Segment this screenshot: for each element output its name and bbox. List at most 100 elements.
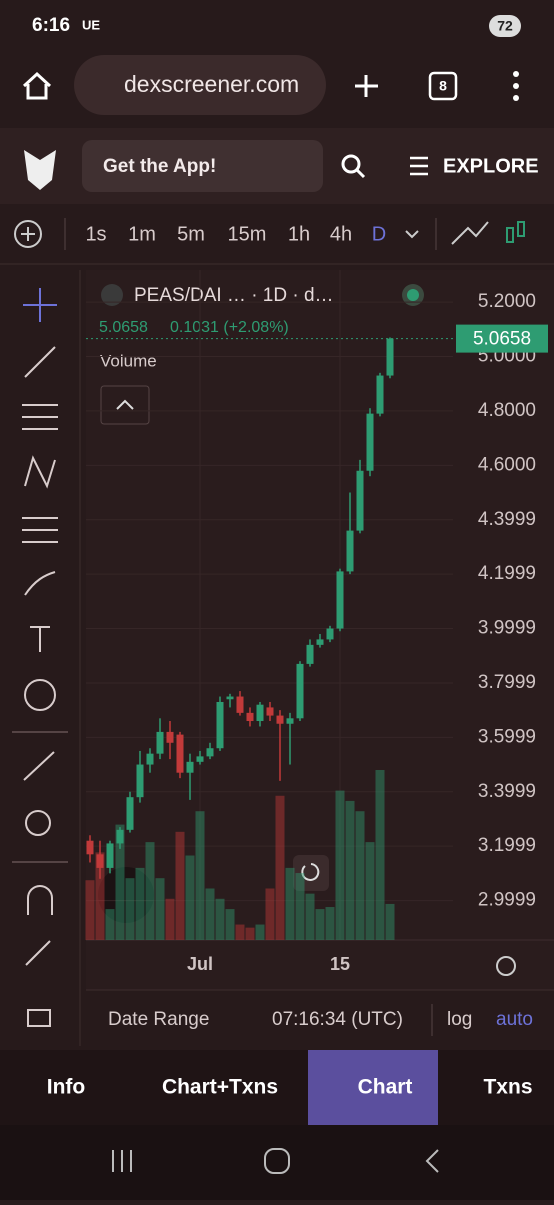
chart-title: PEAS/DAI … · 1D · d…: [134, 285, 334, 306]
volume-bar: [305, 893, 315, 940]
volume-bar: [215, 898, 225, 940]
tab-bar: [0, 1050, 554, 1125]
volume-bar: [355, 811, 365, 940]
y-tick-label: 3.9999: [478, 618, 536, 639]
volume-bar: [225, 909, 235, 940]
explore-label[interactable]: EXPLORE: [443, 155, 539, 177]
price-tag-label: 5.0658: [473, 329, 531, 350]
tab[interactable]: Chart: [358, 1076, 413, 1099]
candle-body: [96, 854, 104, 868]
volume-bar: [365, 842, 375, 940]
volume-bar: [205, 888, 215, 940]
volume-bar: [85, 880, 95, 940]
volume-bar: [285, 867, 295, 940]
candle-body: [256, 704, 264, 722]
log-toggle[interactable]: log: [447, 1009, 472, 1030]
search-icon[interactable]: [341, 154, 361, 174]
candle-body: [266, 707, 274, 716]
tab[interactable]: Txns: [483, 1076, 532, 1099]
price-tag: [456, 324, 548, 353]
y-tick-label: 4.3999: [478, 509, 536, 530]
volume-bar: [165, 898, 175, 940]
volume-label: Volume: [100, 351, 157, 370]
x-tick-label: 15: [330, 954, 350, 974]
explore-icon[interactable]: [410, 156, 428, 176]
volume-bar: [105, 909, 115, 940]
token-icon: [101, 284, 123, 306]
volume-bar: [245, 927, 255, 940]
candle-body: [286, 718, 294, 724]
volume-bar: [115, 824, 125, 940]
volume-bar: [235, 924, 245, 940]
home-button[interactable]: [264, 1148, 290, 1174]
volume-bar: [315, 909, 325, 940]
status-dot: [407, 289, 419, 301]
date-range[interactable]: Date Range: [108, 1009, 209, 1030]
candle-body: [336, 571, 344, 629]
candle-icon[interactable]: [506, 221, 525, 243]
volume-bar: [335, 790, 345, 940]
y-tick-label: 3.3999: [478, 781, 536, 802]
volume-bar: [125, 878, 135, 940]
home-icon[interactable]: [22, 71, 52, 100]
candle-body: [186, 761, 194, 773]
url[interactable]: dexscreener.com: [124, 71, 299, 97]
volume-bar: [255, 924, 265, 940]
timeframe[interactable]: 15m: [228, 223, 267, 245]
reset-button[interactable]: [293, 855, 329, 891]
tv-logo: [98, 867, 154, 923]
timeframe[interactable]: D: [372, 223, 386, 245]
candle-body: [176, 734, 184, 773]
auto-toggle[interactable]: auto: [496, 1009, 533, 1030]
timeframe[interactable]: 1s: [85, 223, 106, 245]
logo: [24, 150, 56, 190]
collapse-button[interactable]: [100, 385, 150, 425]
candle-body: [316, 639, 324, 645]
y-tick-label: 2.9999: [478, 890, 536, 911]
y-tick-label: 4.8000: [478, 400, 536, 421]
candle-body: [366, 413, 374, 471]
volume-bar: [295, 873, 305, 940]
candle-body: [386, 338, 394, 376]
candle-body: [136, 764, 144, 798]
volume-bar: [135, 867, 145, 940]
candle-body: [326, 628, 334, 640]
tab[interactable]: Chart+Txns: [162, 1076, 278, 1099]
candle-body: [196, 756, 204, 762]
new-tab-icon[interactable]: [355, 75, 378, 97]
timeframe[interactable]: 1h: [288, 223, 310, 245]
battery-level: 72: [497, 18, 513, 34]
app-button[interactable]: [82, 140, 323, 192]
timeframe-dropdown[interactable]: [405, 230, 419, 239]
drawing-tools[interactable]: [12, 288, 68, 1027]
y-tick-label: 3.5999: [478, 726, 536, 747]
candle-body: [226, 696, 234, 700]
candle-body: [296, 663, 304, 719]
back-button[interactable]: [425, 1149, 439, 1173]
settings-icon[interactable]: [496, 956, 516, 976]
volume-bar: [265, 888, 275, 940]
active-tab: [308, 1050, 438, 1125]
menu-icon[interactable]: [513, 71, 519, 101]
app-button-label: Get the App!: [103, 156, 216, 177]
timeframe[interactable]: 4h: [330, 223, 352, 245]
volume-bar: [95, 852, 105, 940]
add-indicator[interactable]: [14, 220, 42, 248]
candle-body: [156, 731, 164, 754]
timeframe[interactable]: 5m: [177, 223, 205, 245]
volume-bar: [275, 795, 285, 940]
line-chart-icon[interactable]: [451, 221, 489, 245]
candle-body: [126, 797, 134, 830]
candle-body: [356, 470, 364, 531]
summary-price: 5.0658: [99, 319, 148, 336]
recents-button[interactable]: [112, 1150, 132, 1172]
x-tick-label: Jul: [187, 954, 213, 974]
volume-bar: [145, 842, 155, 940]
timeframe[interactable]: 1m: [128, 223, 156, 245]
tabs-button[interactable]: [428, 71, 458, 101]
y-tick-label: 3.7999: [478, 672, 536, 693]
volume-bar: [195, 811, 205, 940]
url-bar[interactable]: [74, 55, 326, 115]
tab[interactable]: Info: [47, 1076, 85, 1099]
